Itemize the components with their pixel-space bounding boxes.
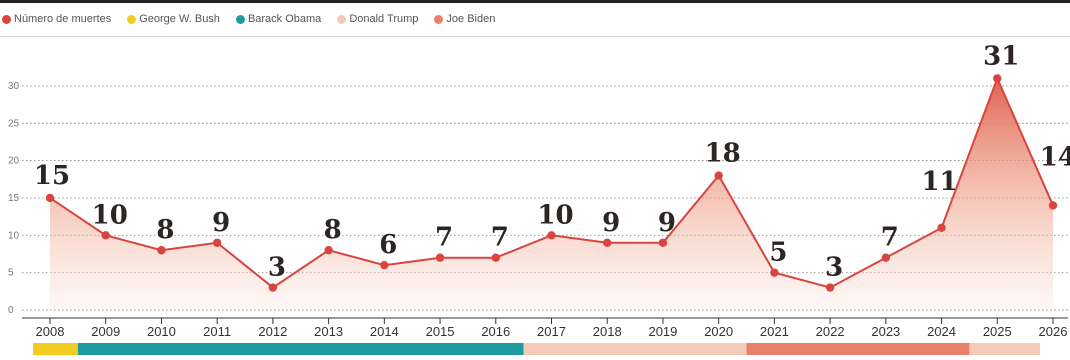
data-label-2019: 9 — [658, 208, 676, 238]
data-point-2022 — [826, 283, 834, 291]
x-tick-label-2014: 2014 — [370, 324, 399, 339]
data-label-2012: 3 — [268, 253, 286, 283]
x-tick-label-2019: 2019 — [648, 324, 677, 339]
data-point-2009 — [102, 231, 110, 239]
x-tick-label-2010: 2010 — [147, 324, 176, 339]
x-tick-label-2025: 2025 — [983, 324, 1012, 339]
x-tick-label-2022: 2022 — [816, 324, 845, 339]
data-label-2023: 7 — [881, 223, 899, 253]
data-point-2025 — [993, 74, 1001, 82]
x-axis: 2008 2009 2010 2011 2012 2013 2014 2015 2016 2017… — [22, 318, 1068, 339]
data-label-2025: 31 — [983, 41, 1019, 71]
x-tick-label-2021: 2021 — [760, 324, 789, 339]
data-label-2008: 15 — [34, 161, 70, 191]
presidency-segment-1 — [78, 343, 524, 355]
x-tick-label-2026: 2026 — [1039, 324, 1068, 339]
x-tick-label-2009: 2009 — [91, 324, 120, 339]
data-point-2019 — [659, 239, 667, 247]
data-label-2021: 5 — [769, 238, 787, 268]
data-point-2021 — [770, 268, 778, 276]
x-tick-label-2013: 2013 — [314, 324, 343, 339]
area-fill — [50, 78, 1053, 310]
x-tick-label-2011: 2011 — [203, 324, 231, 339]
data-label-2010: 8 — [156, 215, 174, 245]
presidency-segment-3 — [747, 343, 970, 355]
data-label-2020: 18 — [705, 139, 741, 169]
data-label-2009: 10 — [92, 200, 128, 230]
data-label-2024: 11 — [921, 167, 957, 197]
x-tick-label-2015: 2015 — [426, 324, 455, 339]
data-label-2017: 10 — [537, 200, 573, 230]
y-tick-label: 10 — [8, 230, 20, 241]
data-label-2015: 7 — [435, 223, 453, 253]
data-label-2016: 7 — [491, 223, 509, 253]
x-tick-label-2016: 2016 — [481, 324, 510, 339]
data-label-2011: 9 — [212, 208, 230, 238]
data-point-2018 — [603, 239, 611, 247]
data-point-2012 — [269, 283, 277, 291]
y-tick-label: 20 — [8, 156, 20, 167]
x-tick-label-2023: 2023 — [871, 324, 900, 339]
data-point-2013 — [324, 246, 332, 254]
data-point-2016 — [492, 254, 500, 262]
y-tick-label: 15 — [8, 193, 20, 204]
data-point-2015 — [436, 254, 444, 262]
y-tick-label: 25 — [8, 118, 20, 129]
data-point-2008 — [46, 194, 54, 202]
data-label-2018: 9 — [602, 208, 620, 238]
data-point-2020 — [714, 171, 722, 179]
x-tick-label-2012: 2012 — [258, 324, 287, 339]
x-tick-label-2024: 2024 — [927, 324, 956, 339]
data-point-2026 — [1049, 201, 1057, 209]
presidency-segment-0 — [33, 343, 78, 355]
data-point-2023 — [882, 254, 890, 262]
area-path — [50, 78, 1053, 310]
presidency-bar — [33, 343, 1040, 355]
presidency-segment-2 — [524, 343, 747, 355]
data-label-2026: 14 — [1040, 142, 1070, 172]
y-axis: 0 5 10 15 20 25 30 — [8, 81, 20, 316]
y-tick-label: 30 — [8, 81, 20, 92]
y-tick-label: 0 — [8, 305, 14, 316]
y-tick-label: 5 — [8, 268, 14, 279]
data-label-2014: 6 — [379, 230, 397, 260]
data-point-2017 — [547, 231, 555, 239]
presidency-segment-4 — [969, 343, 1040, 355]
data-point-2014 — [380, 261, 388, 269]
data-point-2010 — [157, 246, 165, 254]
x-tick-label-2008: 2008 — [36, 324, 65, 339]
x-tick-label-2020: 2020 — [704, 324, 733, 339]
x-tick-label-2018: 2018 — [593, 324, 622, 339]
data-label-2013: 8 — [324, 215, 342, 245]
x-tick-label-2017: 2017 — [537, 324, 566, 339]
data-point-2011 — [213, 239, 221, 247]
data-point-2024 — [937, 224, 945, 232]
data-label-2022: 3 — [825, 253, 843, 283]
